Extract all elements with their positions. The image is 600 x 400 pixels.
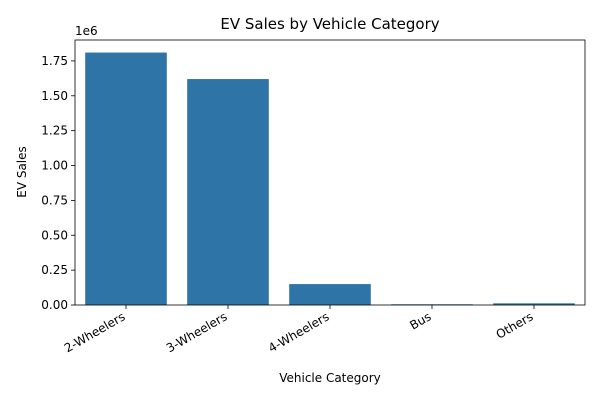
x-tick-label: Others <box>494 309 536 341</box>
x-tick-label: Bus <box>407 309 433 332</box>
y-tick-label: 0.00 <box>41 298 68 312</box>
y-tick-label: 1.50 <box>41 89 68 103</box>
bar-4-wheelers <box>289 284 371 305</box>
x-tick-label: 3-Wheelers <box>164 309 230 355</box>
y-axis-label: EV Sales <box>15 146 29 198</box>
y-tick-label: 1.00 <box>41 159 68 173</box>
plot-frame <box>74 39 586 306</box>
y-tick-label: 1.75 <box>41 54 68 68</box>
y-ticks: 0.00 0.25 0.50 0.75 1.00 1.25 1.50 1.75 <box>41 54 75 312</box>
x-tick-label: 4-Wheelers <box>266 309 332 355</box>
bars-group <box>85 52 575 306</box>
y-tick-label: 1.25 <box>41 124 68 138</box>
chart-title: EV Sales by Vehicle Category <box>220 15 439 33</box>
y-tick-label: 0.75 <box>41 193 68 207</box>
x-ticks: 2-Wheelers 3-Wheelers 4-Wheelers Bus Others <box>62 305 536 355</box>
x-tick-label: 2-Wheelers <box>62 309 128 355</box>
bar-2-wheelers <box>85 52 167 306</box>
bar-others <box>493 303 575 305</box>
y-tick-label: 0.25 <box>41 263 68 277</box>
bar-3-wheelers <box>187 79 269 305</box>
y-tick-label: 0.50 <box>41 228 68 242</box>
y-offset-label: 1e6 <box>75 24 98 38</box>
x-axis-label: Vehicle Category <box>279 371 381 385</box>
